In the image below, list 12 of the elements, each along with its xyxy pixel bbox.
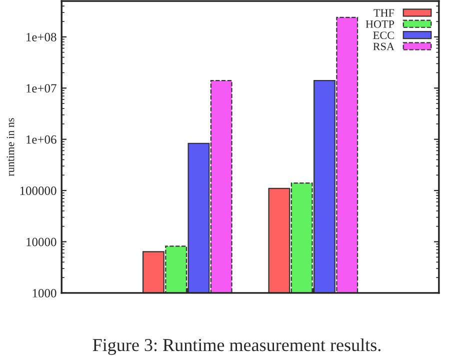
- y-axis-title: runtime in ns: [6, 118, 14, 176]
- y-tick-label: 1e+07: [26, 84, 56, 93]
- y-tick-label: 1000: [32, 288, 56, 298]
- legend-label: THF: [374, 9, 394, 17]
- legend-label: RSA: [373, 42, 394, 50]
- y-tick-label: 10000: [26, 238, 56, 246]
- y-tick-label: 1e+08: [26, 32, 56, 42]
- legend-label: ECC: [373, 32, 394, 40]
- y-tick-label: 1e+06: [26, 135, 56, 144]
- legend-label: HOTP: [366, 20, 394, 28]
- caption: Figure 3: Runtime measurement results.: [92, 338, 380, 355]
- y-tick-label: 100000: [20, 186, 56, 195]
